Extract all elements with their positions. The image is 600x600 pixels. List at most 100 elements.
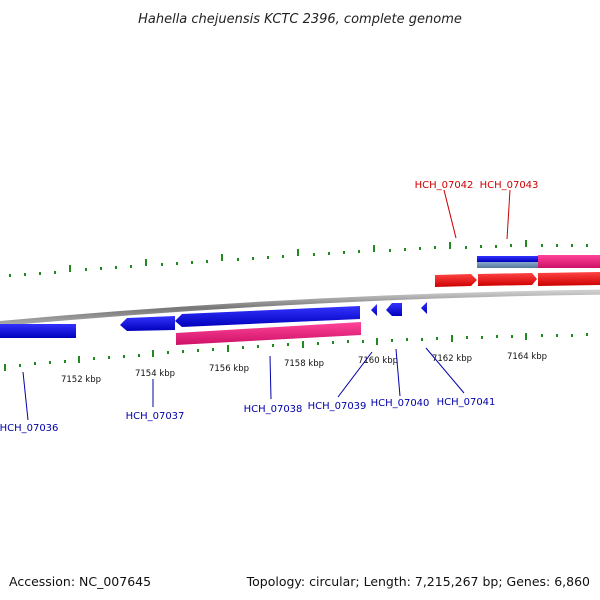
minor-tick <box>496 335 498 338</box>
major-tick <box>4 364 6 371</box>
minor-tick <box>389 249 391 252</box>
minor-tick <box>212 348 214 351</box>
minor-tick <box>571 244 573 247</box>
minor-tick <box>130 265 132 268</box>
minor-tick <box>161 263 163 266</box>
minor-tick <box>391 339 393 342</box>
leader-line <box>22 371 29 421</box>
minor-tick <box>115 266 117 269</box>
minor-tick <box>586 333 588 336</box>
reverse-gene-hch-07041[interactable] <box>421 302 427 314</box>
minor-tick <box>237 258 239 261</box>
tick-label: 7158 kbp <box>284 359 324 369</box>
minor-tick <box>541 334 543 337</box>
forward-gene-hch-07042-top[interactable] <box>477 256 538 262</box>
gene-label-hch-07043[interactable]: HCH_07043 <box>480 180 539 191</box>
leader-line <box>506 189 511 240</box>
minor-tick <box>176 262 178 265</box>
minor-tick <box>100 267 102 270</box>
minor-tick <box>586 244 588 247</box>
gene-label-hch-07036[interactable]: HCH_07036 <box>0 423 58 434</box>
minor-tick <box>197 349 199 352</box>
leader-line <box>395 348 401 397</box>
minor-tick <box>317 342 319 345</box>
minor-tick <box>24 273 26 276</box>
leader-line <box>337 351 373 398</box>
minor-tick <box>434 246 436 249</box>
gene-label-hch-07037[interactable]: HCH_07037 <box>126 411 185 422</box>
minor-tick <box>138 354 140 357</box>
gene-label-hch-07039[interactable]: HCH_07039 <box>308 401 367 412</box>
minor-tick <box>419 247 421 250</box>
minor-tick <box>332 341 334 344</box>
gene-label-hch-07040[interactable]: HCH_07040 <box>371 398 430 409</box>
reverse-gene-hch-07036[interactable] <box>0 324 76 338</box>
major-tick <box>221 254 223 261</box>
major-tick <box>152 350 154 357</box>
forward-gene-arrow[interactable] <box>435 274 477 287</box>
major-tick <box>373 245 375 252</box>
minor-tick <box>49 361 51 364</box>
leader-line <box>269 355 272 400</box>
minor-tick <box>480 245 482 248</box>
minor-tick <box>436 337 438 340</box>
rna-feature-pink-top[interactable] <box>538 255 600 268</box>
minor-tick <box>123 355 125 358</box>
rna-feature-pink[interactable] <box>176 322 361 345</box>
reverse-gene-hch-07040[interactable] <box>386 303 402 316</box>
minor-tick <box>313 253 315 256</box>
major-tick <box>78 356 80 363</box>
minor-tick <box>541 244 543 247</box>
tick-label: 7156 kbp <box>209 364 249 374</box>
minor-tick <box>9 274 11 277</box>
minor-tick <box>406 338 408 341</box>
minor-tick <box>93 357 95 360</box>
minor-tick <box>267 256 269 259</box>
minor-tick <box>404 248 406 251</box>
gene-label-hch-07042[interactable]: HCH_07042 <box>415 180 474 191</box>
reverse-gene-leaders <box>22 347 465 421</box>
minor-tick <box>257 345 259 348</box>
major-tick <box>376 338 378 345</box>
minor-tick <box>495 245 497 248</box>
gene-label-hch-07038[interactable]: HCH_07038 <box>244 404 303 415</box>
minor-tick <box>19 364 21 367</box>
forward-gene-hch-07042[interactable] <box>478 273 537 286</box>
minor-tick <box>252 257 254 260</box>
reverse-gene-hch-07037[interactable] <box>120 316 175 331</box>
genome-backbone <box>0 289 600 327</box>
tick-labels: 7152 kbp 7154 kbp 7156 kbp 7158 kbp 7160… <box>61 352 547 385</box>
minor-tick <box>362 340 364 343</box>
major-tick <box>145 259 147 266</box>
minor-tick <box>465 246 467 249</box>
accession-text: Accession: NC_007645 <box>9 574 151 589</box>
tick-label: 7152 kbp <box>61 375 101 385</box>
forward-gene-track <box>435 255 600 287</box>
minor-tick <box>85 268 87 271</box>
minor-tick <box>54 271 56 274</box>
minor-tick <box>481 336 483 339</box>
minor-tick <box>328 252 330 255</box>
forward-tick-row <box>9 240 588 277</box>
minor-tick <box>421 338 423 341</box>
minor-tick <box>343 251 345 254</box>
minor-tick <box>347 340 349 343</box>
reverse-tick-row <box>4 333 588 371</box>
gene-label-hch-07041[interactable]: HCH_07041 <box>437 397 496 408</box>
minor-tick <box>167 351 169 354</box>
reverse-gene-hch-07039[interactable] <box>371 304 377 316</box>
minor-tick <box>556 244 558 247</box>
minor-tick <box>287 343 289 346</box>
minor-tick <box>571 334 573 337</box>
major-tick <box>227 345 229 352</box>
minor-tick <box>556 334 558 337</box>
minor-tick <box>358 250 360 253</box>
minor-tick <box>282 255 284 258</box>
minor-tick <box>34 362 36 365</box>
minor-tick <box>272 344 274 347</box>
reverse-gene-hch-07038[interactable] <box>175 306 360 327</box>
leader-line <box>425 347 465 394</box>
minor-tick <box>108 356 110 359</box>
leader-line <box>443 189 457 239</box>
forward-gene-hch-07043[interactable] <box>538 272 600 286</box>
